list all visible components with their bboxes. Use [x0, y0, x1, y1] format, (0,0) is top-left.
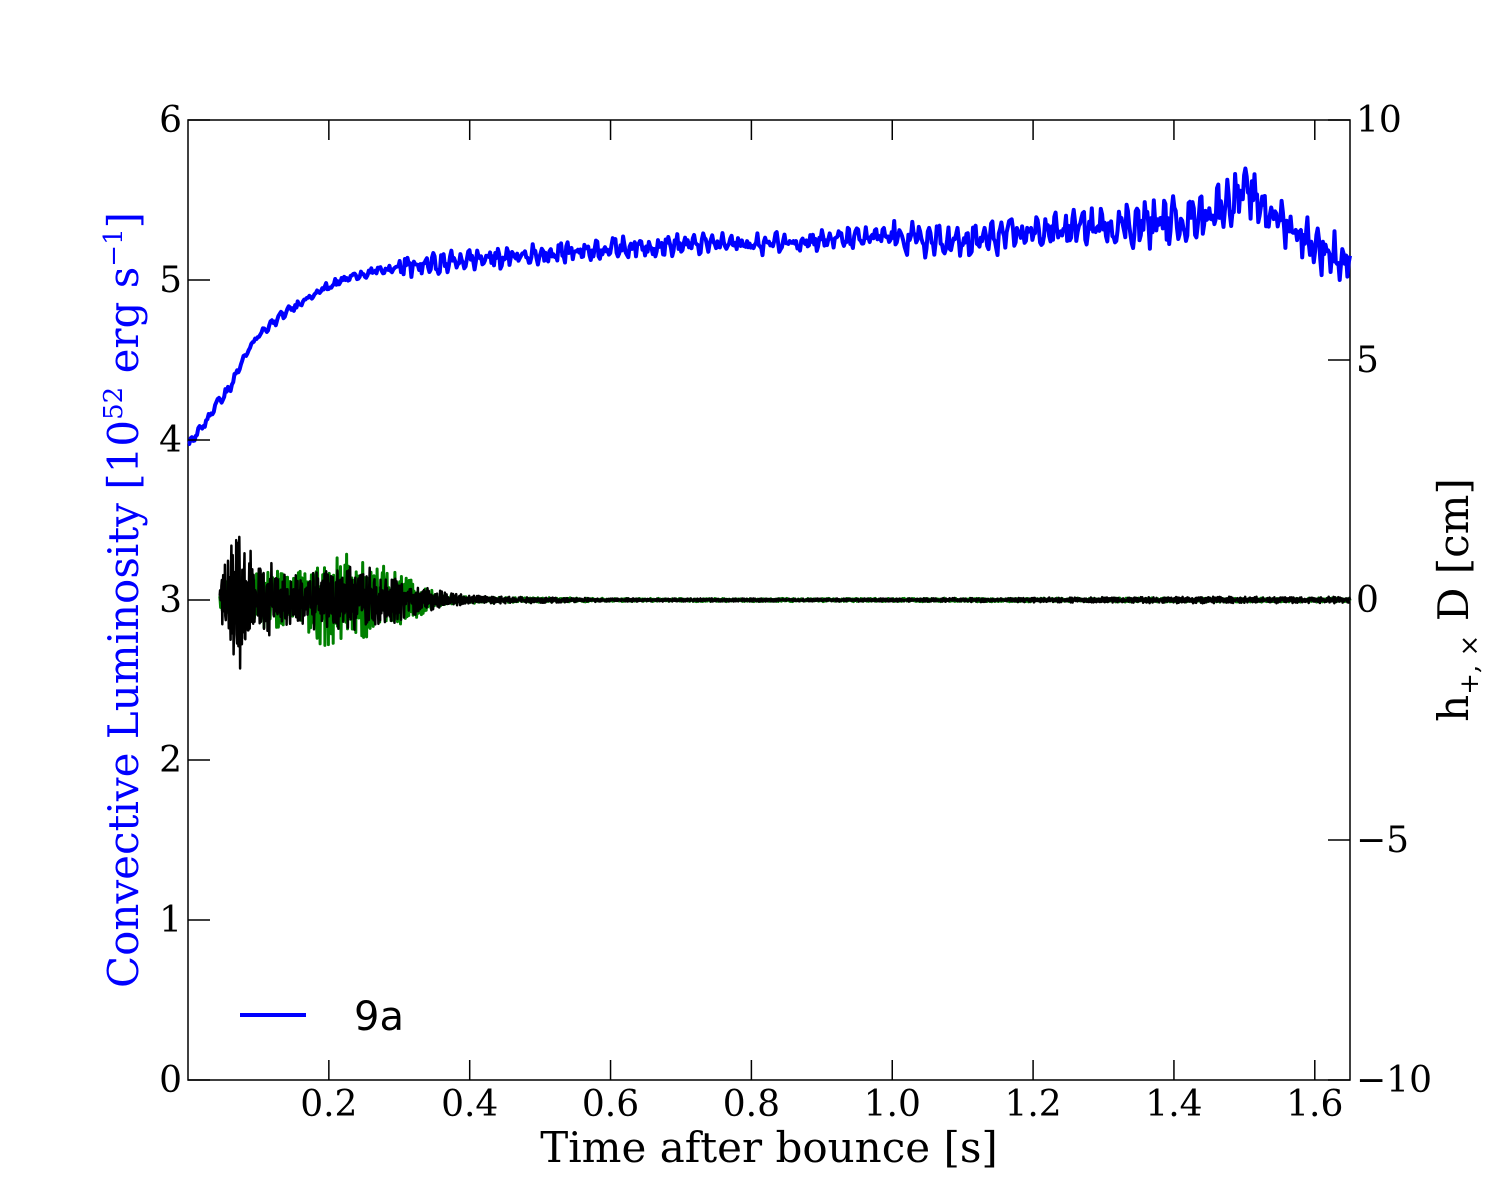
- x-tick-label: 1.4: [1145, 1084, 1202, 1125]
- x-tick-label: 1.0: [864, 1084, 921, 1125]
- axis-ticks: 0.2 0.4 0.6 0.8 1.0 1.2 1.4 1.6 0 1 2 3 4 5 6 −10 −5 0 5 10: [159, 100, 1432, 1125]
- y-right-tick-label: −5: [1356, 820, 1409, 861]
- y-left-tick-label: 6: [159, 100, 182, 141]
- h-plus-series: [218, 535, 1352, 670]
- y-left-tick-label: 1: [159, 900, 182, 941]
- legend: 9a: [240, 994, 404, 1040]
- left-axis-title-exp: 52: [99, 387, 129, 420]
- x-tick-label: 1.6: [1286, 1084, 1343, 1125]
- left-axis-title: Convective Luminosity [1052 erg s−1]: [99, 212, 148, 988]
- right-axis-title-suffix: D [cm]: [1429, 478, 1478, 635]
- x-tick-label: 0.6: [582, 1084, 639, 1125]
- x-tick-label: 1.2: [1004, 1084, 1061, 1125]
- left-axis-title-mid: erg s: [99, 267, 148, 387]
- y-left-tick-label: 3: [159, 580, 182, 621]
- legend-label-9a: 9a: [354, 994, 404, 1040]
- y-left-tick-label: 5: [159, 260, 182, 301]
- right-axis-title: h+, × D [cm]: [1429, 478, 1485, 722]
- luminosity-series: [187, 166, 1352, 447]
- y-left-tick-label: 2: [159, 740, 182, 781]
- y-right-tick-label: 5: [1356, 340, 1379, 381]
- x-axis-title: Time after bounce [s]: [540, 1123, 998, 1172]
- y-left-tick-label: 0: [159, 1060, 182, 1101]
- left-axis-title-prefix: Convective Luminosity [10: [99, 420, 148, 988]
- left-axis-title-exp2: −1: [99, 228, 129, 266]
- right-axis-title-base: h: [1429, 695, 1478, 722]
- y-right-tick-label: −10: [1356, 1060, 1432, 1101]
- y-right-tick-label: 0: [1356, 580, 1379, 621]
- right-axis-title-sub: +, ×: [1455, 635, 1485, 695]
- left-axis-title-suffix: ]: [99, 212, 148, 228]
- x-tick-label: 0.2: [300, 1084, 357, 1125]
- y-right-tick-label: 10: [1356, 100, 1402, 141]
- luminosity-line: [187, 166, 1352, 447]
- y-left-tick-label: 4: [159, 420, 182, 461]
- x-tick-label: 0.8: [723, 1084, 780, 1125]
- strain-line: [218, 535, 1352, 670]
- x-tick-label: 0.4: [441, 1084, 498, 1125]
